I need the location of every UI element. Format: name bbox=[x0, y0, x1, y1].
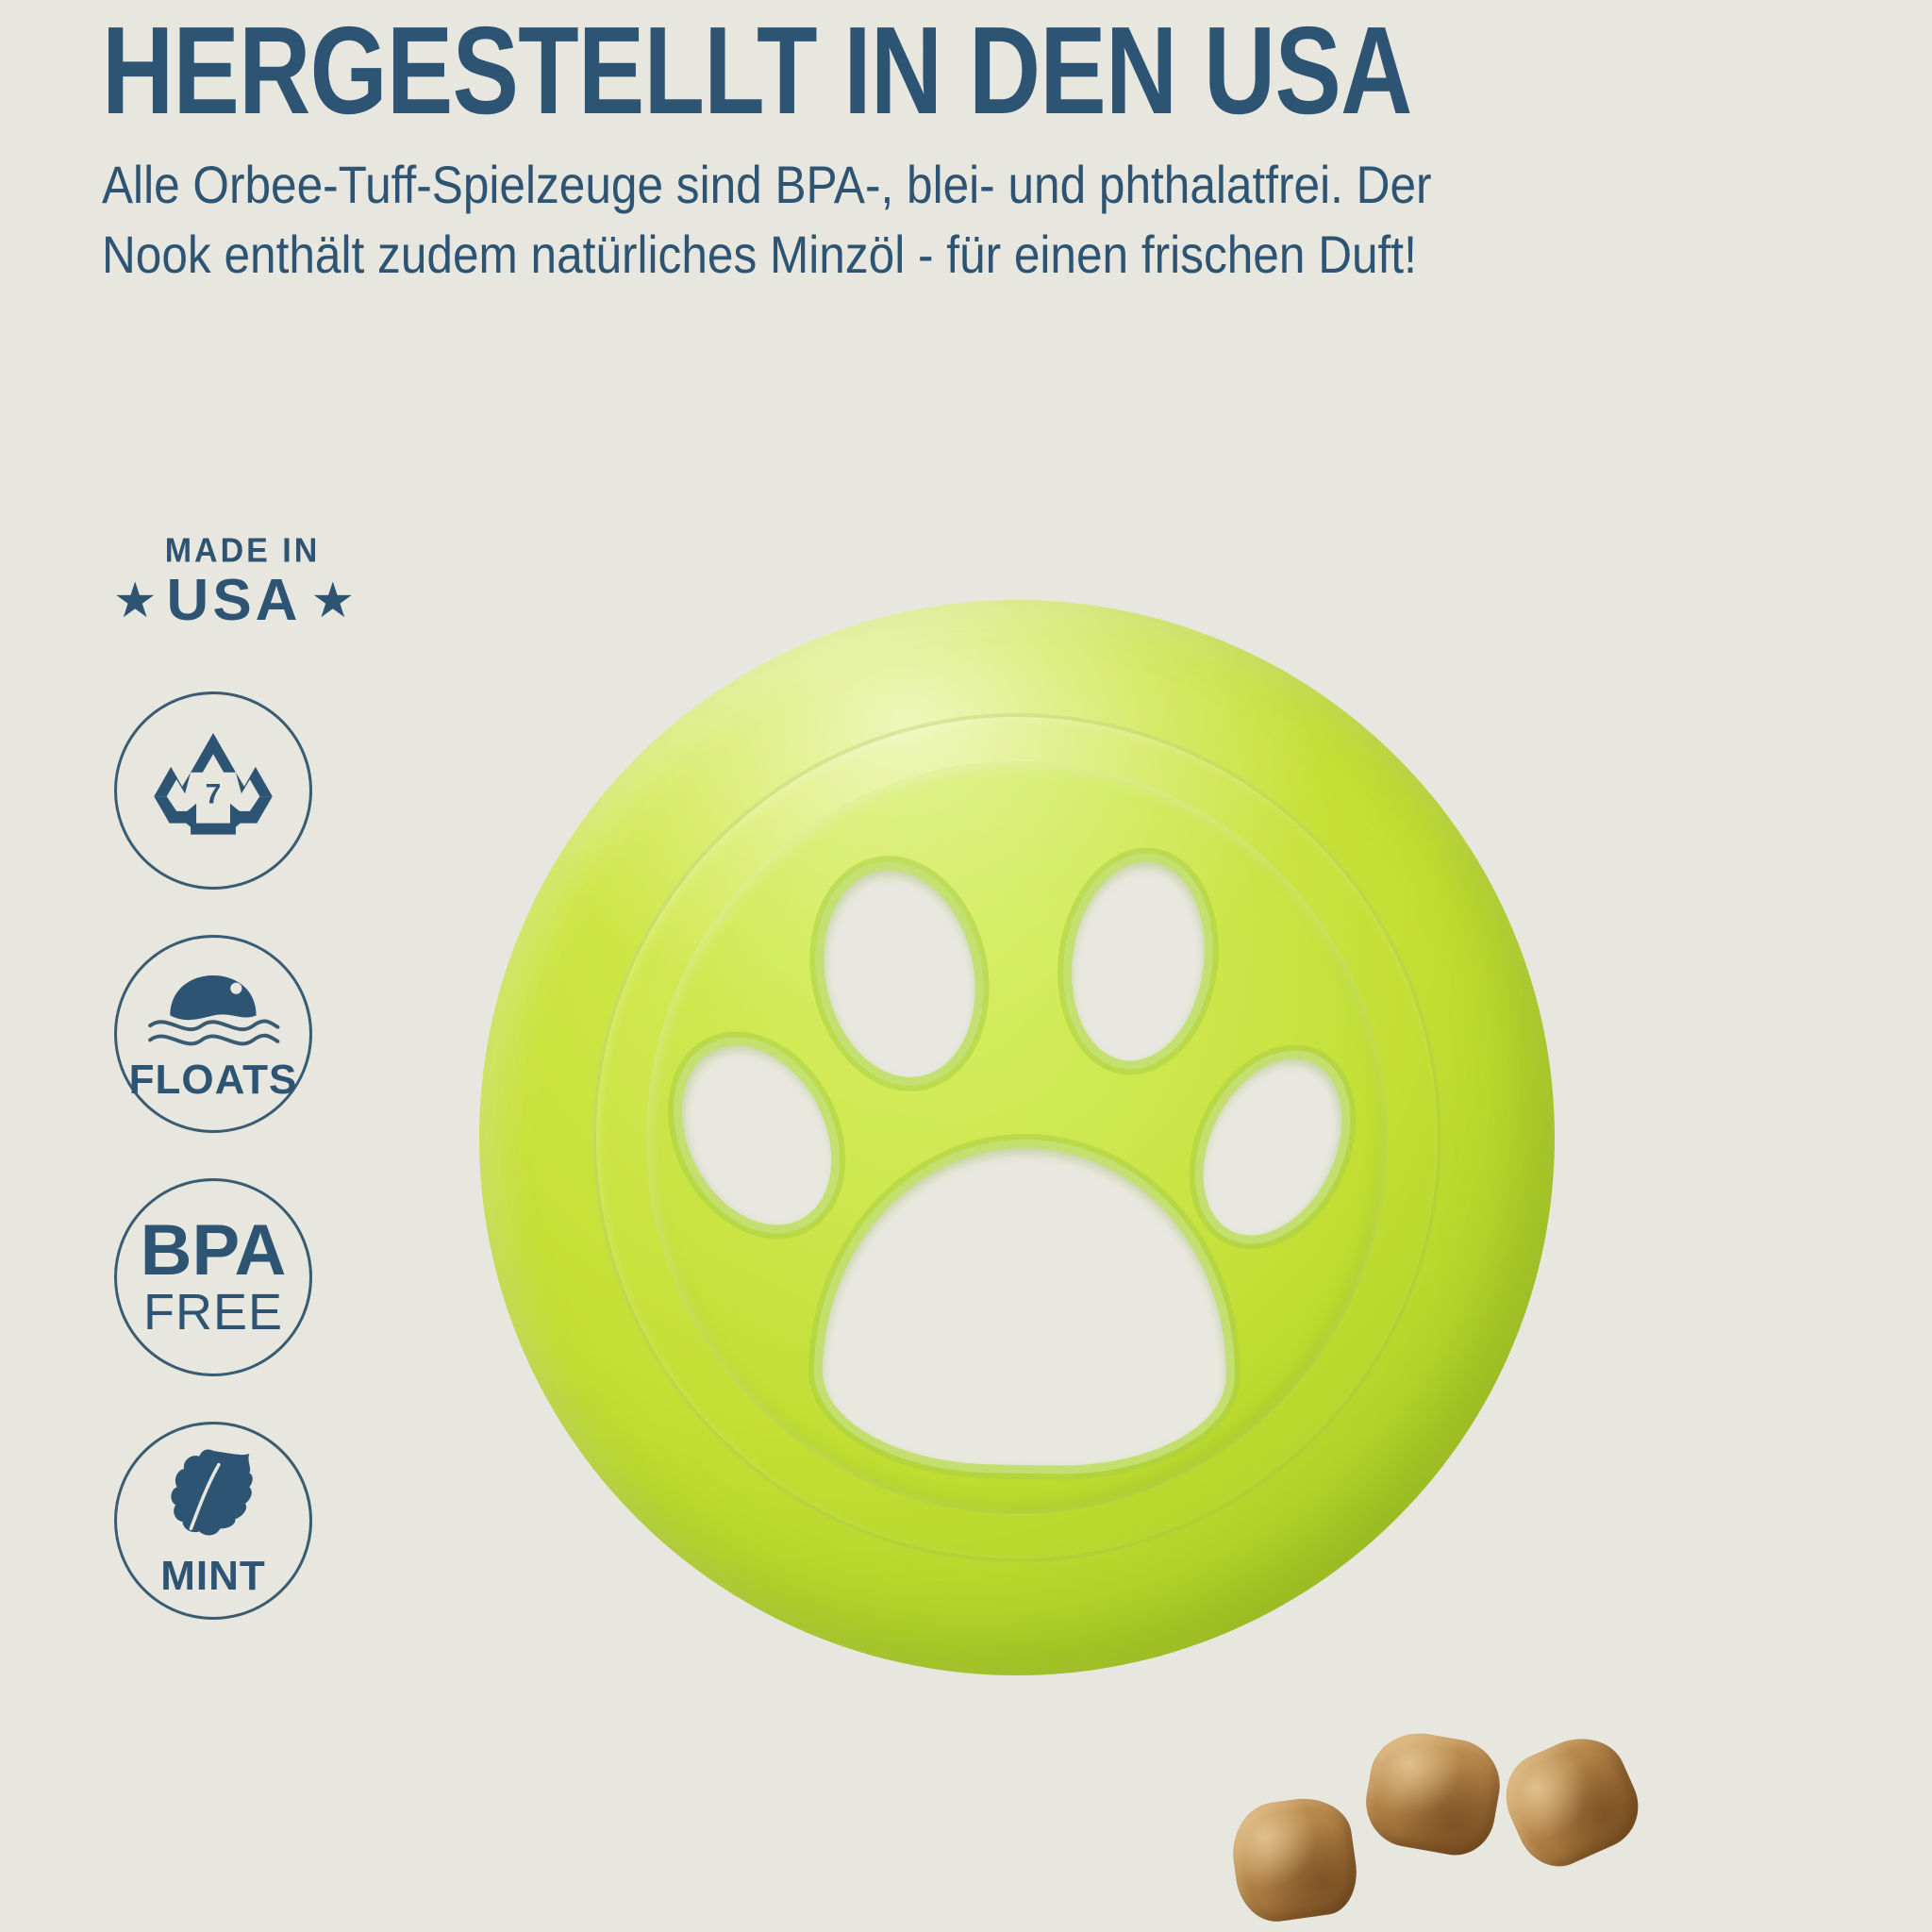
badge-circle-outline: 7 bbox=[114, 691, 312, 890]
header: HERGESTELLT IN DEN USA Alle Orbee-Tuff-S… bbox=[102, 1, 1849, 290]
usa-row: ★ USA ★ bbox=[95, 572, 373, 630]
page-subtitle: Alle Orbee-Tuff-Spielzeuge sind BPA-, bl… bbox=[102, 135, 1648, 290]
subtitle-line-2: Nook enthält zudem natürliches Minzöl - … bbox=[102, 224, 1417, 284]
treat-kibble bbox=[1358, 1724, 1507, 1862]
floats-label: FLOATS bbox=[128, 1056, 298, 1103]
bpa-label: BPA bbox=[140, 1209, 287, 1291]
feature-badge-list: MADE IN ★ USA ★ bbox=[90, 532, 373, 1620]
star-right-icon: ★ bbox=[310, 574, 356, 628]
badge-circle-outline: FLOATS bbox=[114, 935, 312, 1133]
product-image bbox=[479, 600, 1555, 1675]
treat-kibble bbox=[1491, 1723, 1653, 1879]
floats-icon bbox=[142, 968, 285, 1059]
badge-floats: FLOATS bbox=[90, 935, 373, 1133]
ball-body bbox=[479, 600, 1555, 1675]
badge-mint: MINT bbox=[90, 1422, 373, 1620]
star-left-icon: ★ bbox=[112, 574, 158, 628]
made-in-label: MADE IN bbox=[164, 532, 321, 570]
badge-recycle-7: 7 bbox=[90, 691, 373, 890]
free-label: FREE bbox=[142, 1284, 284, 1341]
treat-group bbox=[1225, 1723, 1653, 1929]
subtitle-line-1: Alle Orbee-Tuff-Spielzeuge sind BPA-, bl… bbox=[102, 154, 1432, 214]
mint-label: MINT bbox=[160, 1552, 266, 1599]
treat-kibble bbox=[1225, 1791, 1363, 1927]
badge-made-in-usa: MADE IN ★ USA ★ bbox=[90, 532, 373, 646]
usa-label: USA bbox=[166, 568, 302, 633]
page-title: HERGESTELLT IN DEN USA bbox=[102, 1, 1412, 140]
badge-circle-outline: BPA FREE bbox=[114, 1178, 312, 1376]
recycle-code: 7 bbox=[206, 778, 222, 809]
mint-leaf-icon bbox=[157, 1445, 270, 1556]
recycle-icon: 7 bbox=[142, 722, 284, 860]
badge-bpa-free: BPA FREE bbox=[90, 1178, 373, 1376]
badge-circle-outline: MINT bbox=[114, 1422, 312, 1620]
